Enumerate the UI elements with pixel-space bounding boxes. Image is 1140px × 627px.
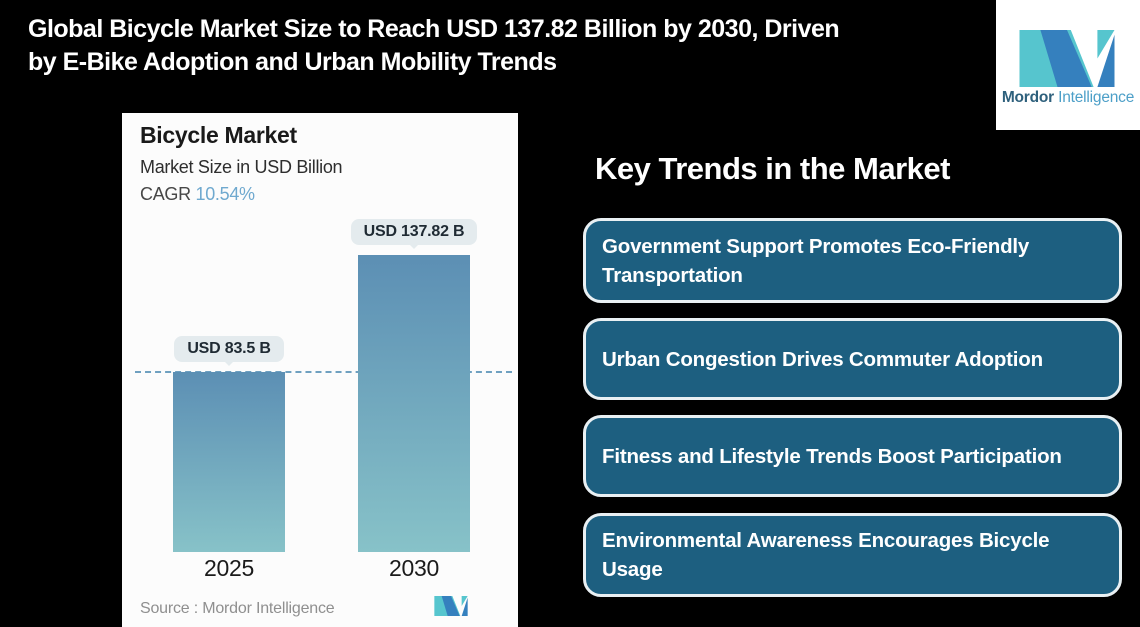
brand-name: Mordor Intelligence	[996, 89, 1140, 107]
reference-dashed-line	[135, 371, 512, 373]
page-title-line1: Global Bicycle Market Size to Reach USD …	[28, 15, 840, 43]
axis-label-2030: 2030	[389, 555, 439, 581]
bar-2025	[173, 372, 285, 552]
trend-item-text: Fitness and Lifestyle Trends Boost Parti…	[602, 444, 1062, 468]
trend-item-government-support: Government Support Promotes Eco-Friendly…	[583, 218, 1122, 303]
brand-logo: Mordor Intelligence	[996, 0, 1140, 130]
value-label-2025: USD 83.5 B	[174, 336, 284, 362]
chart-card: Bicycle Market Market Size in USD Billio…	[122, 113, 518, 627]
axis-label-2025: 2025	[204, 555, 254, 581]
cagr-label: CAGR	[140, 184, 191, 204]
source-attribution: Source : Mordor Intelligence	[140, 600, 335, 617]
mordor-intelligence-mini-icon	[434, 596, 468, 616]
chart-subtitle: Market Size in USD Billion	[140, 157, 343, 177]
page-title: Global Bicycle Market Size to Reach USD …	[28, 13, 840, 79]
page-title-line2: by E-Bike Adoption and Urban Mobility Tr…	[28, 48, 557, 76]
trend-item-urban-congestion: Urban Congestion Drives Commuter Adoptio…	[583, 318, 1122, 400]
cagr-value: 10.54%	[195, 184, 256, 204]
brand-name-light: Intelligence	[1058, 89, 1135, 106]
trend-item-environmental-awareness: Environmental Awareness Encourages Bicyc…	[583, 513, 1122, 597]
bar-2030	[358, 255, 470, 552]
bar-column-2025: USD 83.5 B 2025	[173, 336, 285, 582]
brand-name-bold: Mordor	[1001, 89, 1055, 106]
trend-item-text: Urban Congestion Drives Commuter Adoptio…	[602, 347, 1043, 371]
chart-cagr: CAGR 10.54%	[140, 184, 255, 205]
trend-item-text: Government Support Promotes Eco-Friendly…	[602, 234, 1030, 287]
bar-column-2030: USD 137.82 B 2030	[350, 219, 478, 582]
trend-item-fitness-lifestyle: Fitness and Lifestyle Trends Boost Parti…	[583, 415, 1122, 497]
trend-item-text: Environmental Awareness Encourages Bicyc…	[602, 529, 1050, 581]
value-label-2030: USD 137.82 B	[350, 219, 478, 245]
mordor-intelligence-m-icon	[1019, 30, 1115, 87]
trends-heading: Key Trends in the Market	[595, 151, 950, 186]
chart-title: Bicycle Market	[140, 122, 297, 148]
